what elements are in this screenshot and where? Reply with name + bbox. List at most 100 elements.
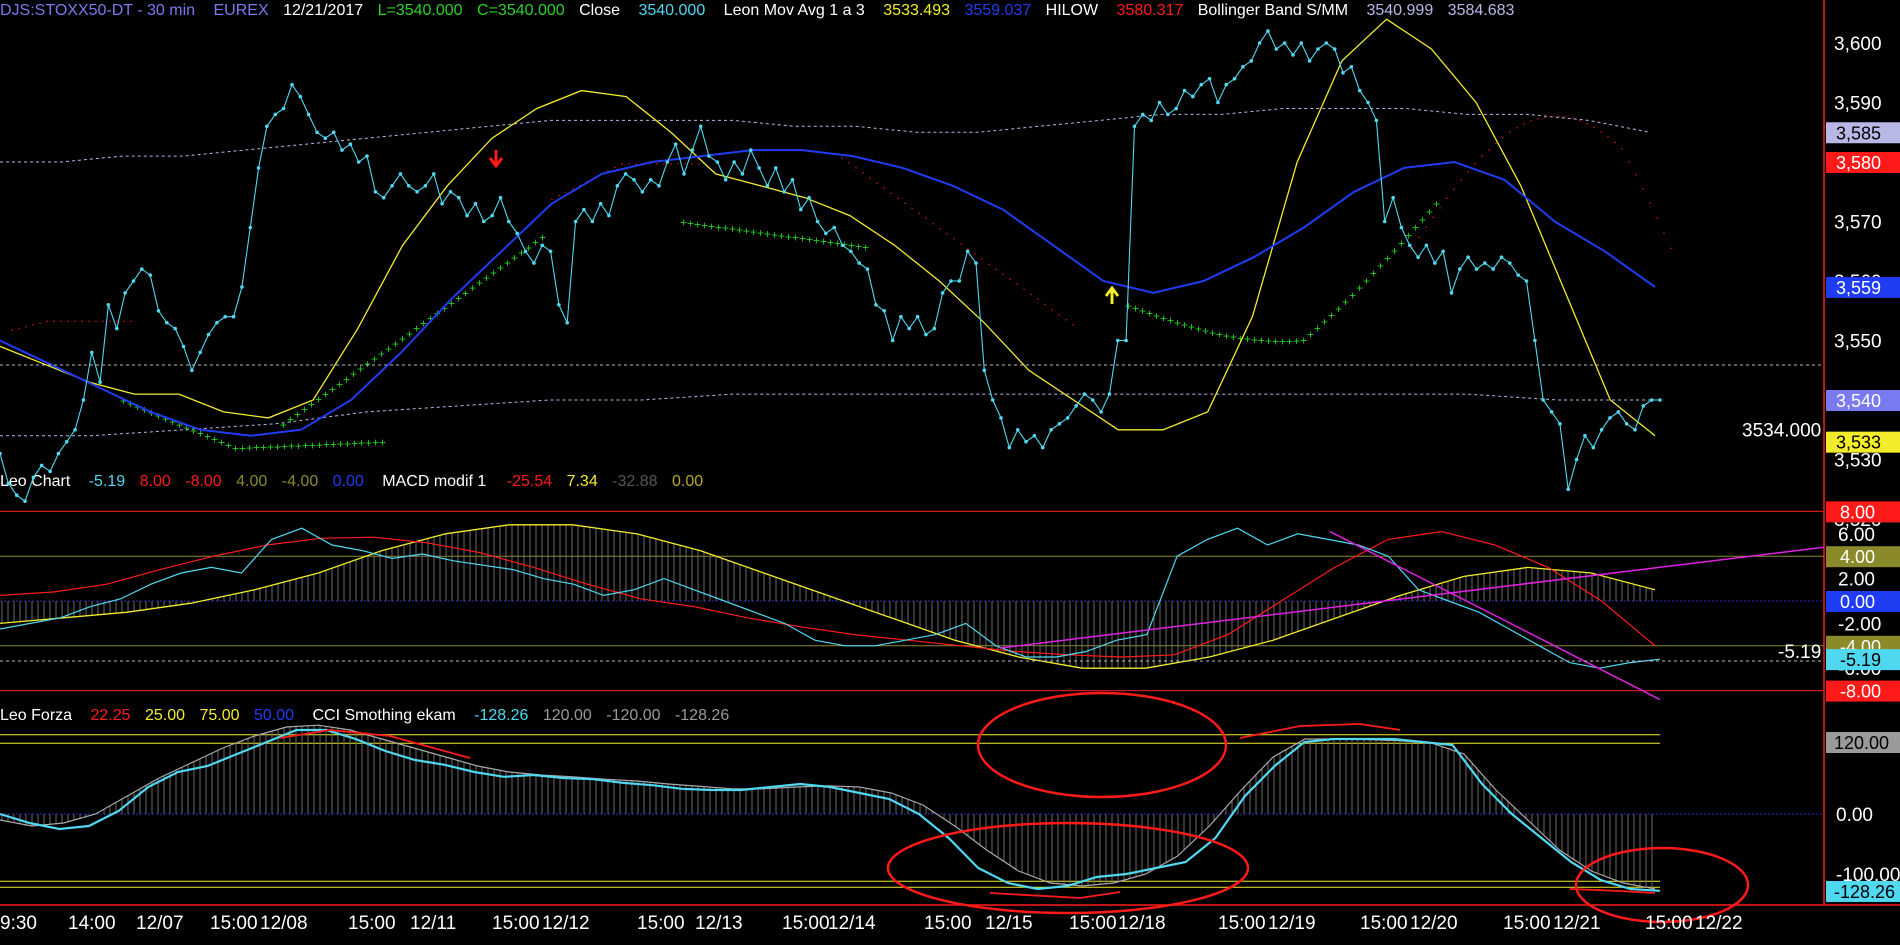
hilow-red-dots-mark: · [1578, 113, 1582, 127]
time-label: 15:00 [1645, 913, 1693, 934]
price-point [432, 172, 436, 176]
hilow-red-dots-mark: · [945, 226, 949, 240]
axis-labels: 3,6003,5903,5803,5703,5603,5503,5403,530… [1742, 34, 1900, 902]
hilow-green-dots-mark: + [204, 430, 211, 444]
hilow-green-dots-mark: + [525, 241, 532, 255]
price-point [573, 219, 578, 224]
price-point [515, 231, 519, 236]
hilow-green-dots-mark: + [260, 440, 267, 454]
price-point [1616, 410, 1621, 414]
price-point [6, 481, 11, 486]
hilow-green-dots-mark: + [1412, 221, 1419, 235]
time-label: 12/11 [410, 913, 456, 934]
price-point [698, 124, 703, 129]
annotation-ellipse [1574, 846, 1750, 924]
hilow-red-dots-mark: · [66, 314, 70, 328]
price-point [315, 130, 319, 135]
price-point [1566, 487, 1570, 492]
price-tag [1826, 276, 1900, 298]
hilow-red-dots-mark: · [1008, 271, 1012, 285]
hilow-green-dots-mark: + [343, 372, 350, 386]
hilow-red-dots-mark: · [1515, 120, 1519, 134]
price-tick-label: 3,600 [1834, 34, 1882, 55]
price-point [1658, 398, 1662, 402]
hilow-green-dots-mark: + [750, 225, 757, 239]
price-point [165, 320, 169, 325]
hilow-green-dots-mark: + [827, 235, 834, 249]
hilow-green-dots-mark: + [218, 436, 225, 450]
price-point [406, 184, 411, 188]
hilow-red-dots-mark: · [861, 165, 865, 179]
hilow-red-dots-mark: · [31, 317, 35, 331]
price-point [1065, 416, 1070, 420]
price-point [857, 261, 861, 265]
price-point [1257, 41, 1262, 45]
hilow-green-dots-mark: + [757, 226, 764, 240]
hilow-red-dots-mark: · [1550, 109, 1554, 123]
bollinger-label: Bollinger Band S/MM [1198, 2, 1348, 19]
hilow-red-dots: · · · · · · · · · · · · · · · · · ·· · · · · · · · · · · · · · · · · · · · · ·… [10, 108, 1673, 336]
price-point [949, 279, 953, 283]
hilow-green-dots-mark: + [1328, 309, 1335, 323]
hilow-green-dots-mark: + [1426, 205, 1433, 219]
ma-value-2: 3559.037 [964, 2, 1031, 19]
svg-text:Leo Forza 22.25 25.00: Leo Forza 22.25 25.00 75.00 50.00 CCI Sm… [0, 707, 729, 724]
price-point [607, 213, 611, 218]
hilow-red-dots-mark: · [73, 314, 77, 328]
price-point [64, 439, 69, 444]
hilow-red-dots-mark: · [1410, 239, 1414, 253]
price-point [840, 243, 845, 248]
hilow-red-dots-mark: · [882, 180, 886, 194]
price-point [1341, 71, 1345, 75]
price-point [31, 475, 36, 480]
buy-arrow-icon [1104, 285, 1120, 304]
price-point [1649, 398, 1654, 402]
price-point [131, 279, 136, 283]
price-point [1124, 338, 1128, 343]
hilow-green-dots-mark: + [1202, 324, 1209, 338]
hilow-red-dots-mark: · [557, 188, 561, 202]
hilow-red-dots-mark: · [683, 156, 687, 170]
price-point [1474, 267, 1479, 271]
hilow-red-dots-mark: · [17, 321, 21, 335]
macd-value-1: -25.54 [507, 473, 552, 490]
price-point [507, 219, 511, 224]
price-point [73, 428, 77, 432]
price-point [1166, 112, 1170, 117]
hilow-green-dots-mark: + [364, 357, 371, 371]
macd-tick-label: -2.00 [1838, 614, 1881, 635]
trend-line-falling [1329, 530, 1661, 701]
hilow-red-dots-mark: · [966, 241, 970, 255]
hilow-green-dots-mark: + [1342, 295, 1349, 309]
price-point [1299, 41, 1304, 45]
price-point [398, 172, 403, 176]
hilow-red-dots-mark: · [1529, 113, 1533, 127]
price-point [1558, 422, 1562, 426]
time-label: 12/12 [542, 913, 590, 934]
cci-panel [0, 691, 1824, 924]
price-point [1407, 243, 1412, 248]
price-point [1366, 100, 1370, 105]
hilow-red-dots-mark: · [952, 231, 956, 245]
hilow-green-dots-mark: + [315, 393, 322, 407]
price-point [1174, 106, 1178, 111]
hilow-red-dots-mark: · [1022, 282, 1026, 296]
price-tag [1826, 122, 1900, 144]
hilow-red-dots-mark: · [1050, 302, 1054, 316]
price-point [1416, 255, 1420, 259]
hilow-green-dots-mark: + [358, 436, 365, 450]
price-point [56, 451, 61, 456]
hilow-green-dots-mark: + [736, 223, 743, 237]
time-label: 12/18 [1118, 913, 1166, 934]
price-point [140, 267, 144, 271]
price-point [1291, 53, 1295, 57]
price-tag [1826, 152, 1900, 173]
hilow-green-dots-mark: + [274, 440, 281, 454]
hilow-red-dots-mark: · [1669, 240, 1673, 254]
hilow-green-dots-mark: + [518, 246, 525, 260]
hilow-green-dots-mark: + [232, 442, 239, 456]
hilow-green-dots-mark: + [1321, 315, 1328, 329]
hilow-red-dots-mark: · [1466, 164, 1470, 178]
hilow-red-dots-mark: · [854, 160, 858, 174]
